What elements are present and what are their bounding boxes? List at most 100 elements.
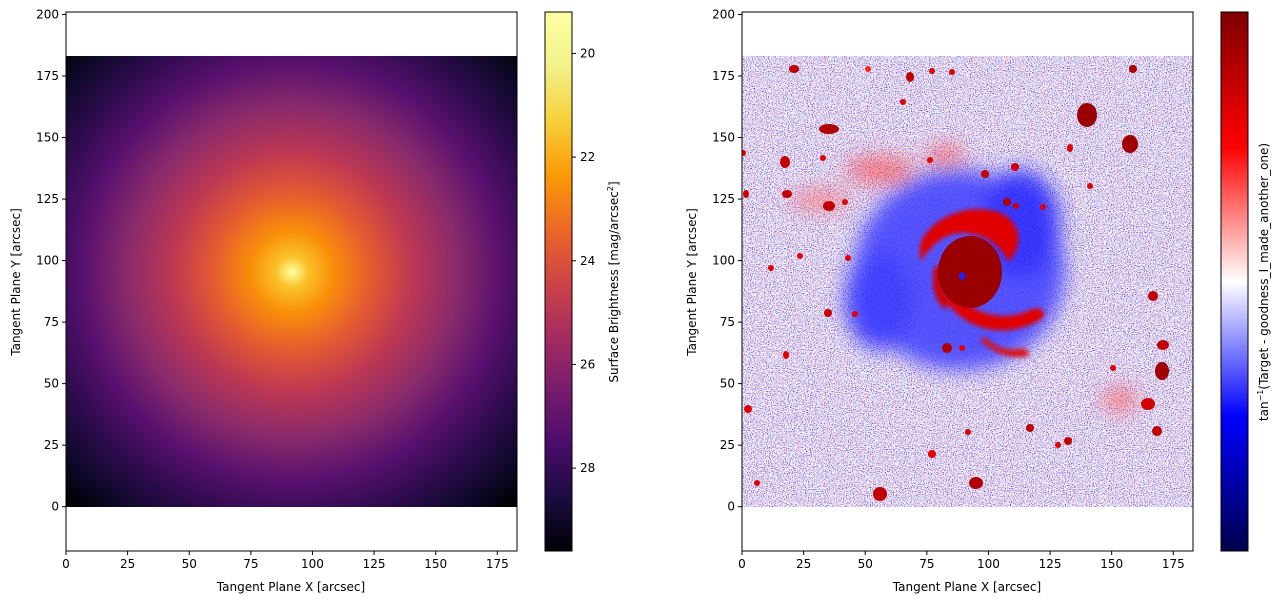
right-x-tick-label: 175 [1162,557,1185,571]
right-y-tick-label: 175 [712,69,735,83]
residual-source [824,309,832,317]
right-colorbar-label-main: tan [1257,401,1271,421]
left-colorbar-label: Surface Brightness [mag/arcsec2] [606,181,621,382]
residual-source [969,477,983,489]
right-y-tick-label: 200 [712,7,735,21]
residual-source [981,170,989,178]
right-x-tick-label: 50 [858,557,873,571]
residual-source [789,65,799,73]
residual-source [1129,65,1137,73]
residual-source [865,66,871,72]
residual-source [1157,340,1169,350]
left-colorbar-tick-label: 24 [580,254,595,268]
right-colorbar-gradient [1220,11,1249,552]
left-y-ticks: 0 25 50 75 100 125 150 175 200 [36,7,66,514]
right-x-tick-label: 25 [796,557,811,571]
residual-source [1148,291,1158,301]
left-colorbar-tick-label: 26 [580,357,595,371]
residual-source [928,450,936,458]
left-y-tick-label: 75 [44,315,59,329]
residual-source [1067,144,1073,152]
residual-source [1040,204,1046,210]
residual-source [1011,163,1019,171]
left-colorbar-ticks: 20 22 24 26 28 [572,46,595,475]
residual-source [782,190,792,198]
left-x-tick-label: 150 [424,557,447,571]
residual-source [754,480,760,486]
left-colorbar-tick-label: 20 [580,46,595,60]
left-y-tick-label: 100 [36,254,59,268]
residual-source [900,99,906,105]
residual-sources [742,65,1169,501]
left-panel: 0 25 50 75 100 125 150 175 0 25 50 75 100 125 150 175 2… [9,7,518,594]
residual-source [1155,362,1169,380]
right-x-tick-label: 125 [1039,557,1062,571]
left-colorbar-label-end: ] [607,181,621,186]
left-colorbar-tick-label: 22 [580,150,595,164]
right-colorbar-label-end: (Target - goodness_I_made_another_one) [1257,143,1271,390]
left-y-tick-label: 0 [51,500,59,514]
left-y-axis-label: Tangent Plane Y [arcsec] [9,208,23,357]
left-y-tick-label: 200 [36,7,59,21]
right-panel: 0 25 50 75 100 125 150 175 0 25 50 75 100 125 150 175 2… [685,7,1194,594]
residual-source [842,199,848,205]
right-x-tick-label: 75 [919,557,934,571]
left-model-image [66,56,517,507]
residual-source [1055,442,1061,448]
residual-source [949,69,955,75]
residual-source [1003,198,1011,206]
left-y-tick-label: 25 [44,438,59,452]
right-y-tick-label: 125 [712,192,735,206]
right-axes-frame [741,11,1194,552]
residual-source [1141,398,1155,410]
right-x-ticks: 0 25 50 75 100 125 150 175 [738,551,1185,571]
right-x-axis-label: Tangent Plane X [arcsec] [892,580,1041,594]
right-y-tick-label: 150 [712,131,735,145]
right-y-ticks: 0 25 50 75 100 125 150 175 200 [712,7,742,514]
left-y-tick-label: 175 [36,69,59,83]
residual-source [742,150,746,156]
right-y-tick-label: 0 [727,500,735,514]
residual-source [929,68,935,74]
residual-source [797,253,803,259]
residual-source [1087,183,1093,189]
left-y-tick-label: 125 [36,192,59,206]
right-x-tick-label: 0 [738,557,746,571]
left-x-tick-label: 125 [363,557,386,571]
residual-source [1064,437,1072,445]
right-x-tick-label: 100 [977,557,1000,571]
left-x-tick-label: 75 [243,557,258,571]
left-colorbar-label-main: Surface Brightness [mag/arcsec [607,191,621,383]
residual-source [783,351,789,359]
right-y-tick-label: 25 [720,438,735,452]
residual-source [768,265,774,271]
right-y-tick-label: 50 [720,377,735,391]
residual-source [1152,426,1162,436]
right-y-tick-label: 100 [712,254,735,268]
residual-source [1026,424,1034,432]
residual-source [780,156,790,168]
left-y-tick-label: 150 [36,131,59,145]
residual-source [852,311,858,317]
right-y-tick-label: 75 [720,315,735,329]
left-x-tick-label: 175 [486,557,509,571]
left-colorbar-gradient [544,11,573,552]
right-colorbar-label: tan−1(Target - goodness_I_made_another_o… [1256,143,1271,421]
left-colorbar-tick-label: 28 [580,461,595,475]
residual-source [1013,203,1019,209]
left-x-tick-label: 0 [62,557,70,571]
residual-source [942,343,952,353]
right-colorbar-label-sup: −1 [1256,390,1265,402]
residual-source [845,255,851,261]
residual-source [965,429,971,435]
residual-source [959,345,965,351]
residual-source [819,124,839,134]
residual-source [743,190,749,198]
right-residual-image [742,56,1193,507]
residual-source [873,487,887,501]
residual-source [1122,135,1138,153]
left-x-ticks: 0 25 50 75 100 125 150 175 [62,551,509,571]
residual-source [820,155,826,161]
left-x-tick-label: 50 [182,557,197,571]
